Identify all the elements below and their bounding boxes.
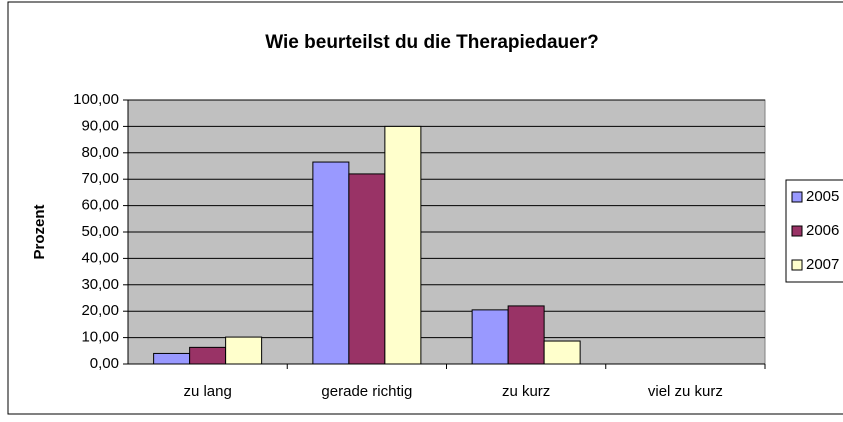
bar: [471, 309, 509, 365]
y-tick-label: 30,00: [81, 276, 119, 293]
y-tick-label: 50,00: [81, 223, 119, 240]
x-tick-label: viel zu kurz: [648, 383, 723, 400]
y-tick-label: 80,00: [81, 144, 119, 161]
legend-label: 2007: [806, 256, 839, 273]
bar: [189, 346, 227, 365]
y-axis-label: Prozent: [31, 204, 48, 259]
x-tick-label: gerade richtig: [321, 383, 412, 400]
y-tick-label: 100,00: [73, 91, 119, 108]
y-tick-label: 60,00: [81, 197, 119, 214]
bar: [348, 173, 386, 365]
legend-swatch: [791, 225, 803, 237]
legend-label: 2006: [806, 222, 839, 239]
bar: [312, 161, 350, 365]
x-tick-label: zu kurz: [502, 383, 550, 400]
y-tick-label: 90,00: [81, 117, 119, 134]
y-tick-label: 10,00: [81, 329, 119, 346]
chart-title: Wie beurteilst du die Therapiedauer?: [265, 32, 598, 53]
y-tick-label: 40,00: [81, 249, 119, 266]
bar: [507, 305, 545, 365]
y-tick-label: 20,00: [81, 302, 119, 319]
bar: [384, 125, 422, 365]
legend-label: 2005: [806, 188, 839, 205]
legend-swatch: [791, 191, 803, 203]
y-tick-label: 0,00: [90, 355, 119, 372]
x-tick-label: zu lang: [183, 383, 231, 400]
legend-swatch: [791, 259, 803, 271]
y-tick-label: 70,00: [81, 170, 119, 187]
bar: [153, 352, 191, 365]
bar: [543, 340, 581, 365]
bar: [225, 336, 263, 365]
